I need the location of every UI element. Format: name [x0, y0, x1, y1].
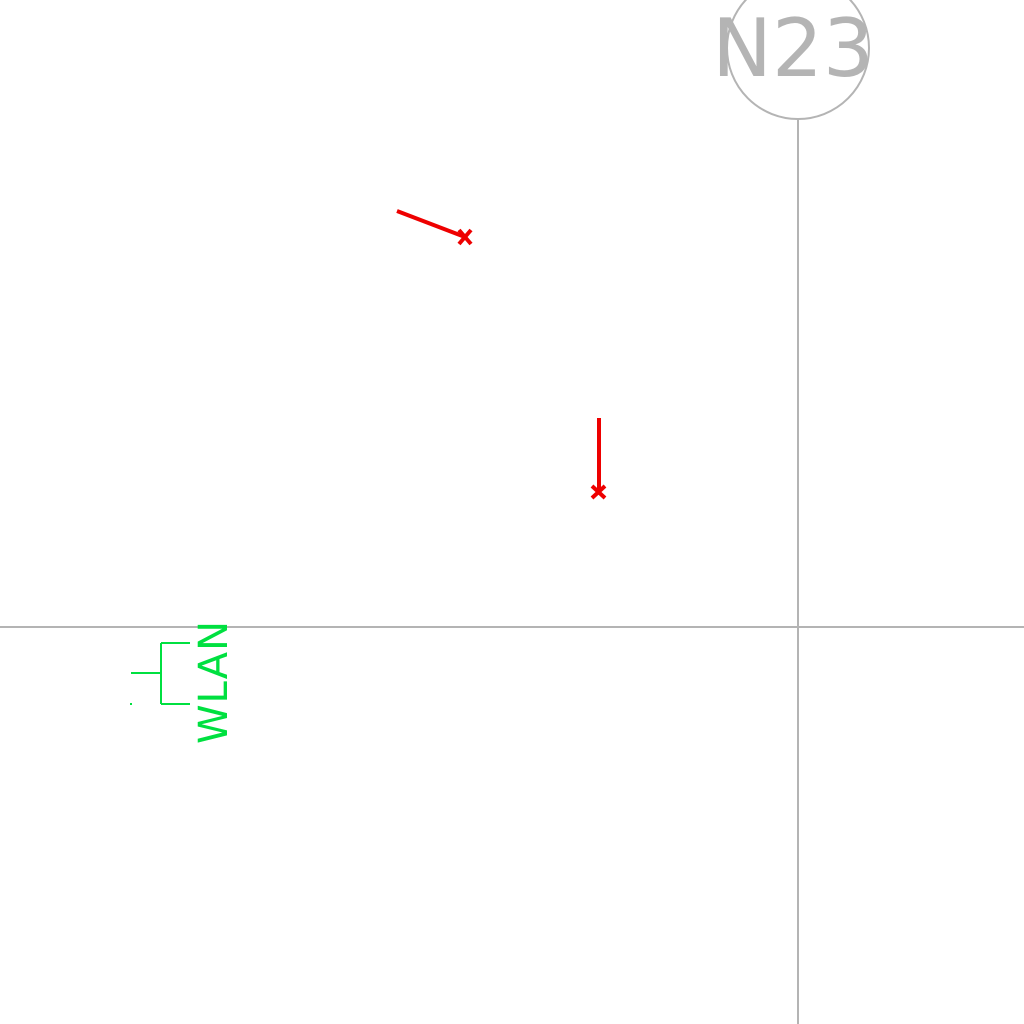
grid-bubble: N23: [712, 0, 874, 120]
wlan-label: WLAN: [191, 620, 237, 744]
wlan-outlet-symbol: WLAN: [130, 620, 237, 744]
fixture-b-cross-2: [590, 484, 607, 500]
fixture-a-cross-2: [457, 228, 473, 246]
grid-bubble-label: N23: [712, 2, 874, 95]
red-fixture-a: [396, 209, 473, 246]
grid-bubble-circle: [726, 0, 870, 120]
red-fixture-b: [590, 418, 607, 500]
fixture-a-leader: [396, 209, 466, 239]
